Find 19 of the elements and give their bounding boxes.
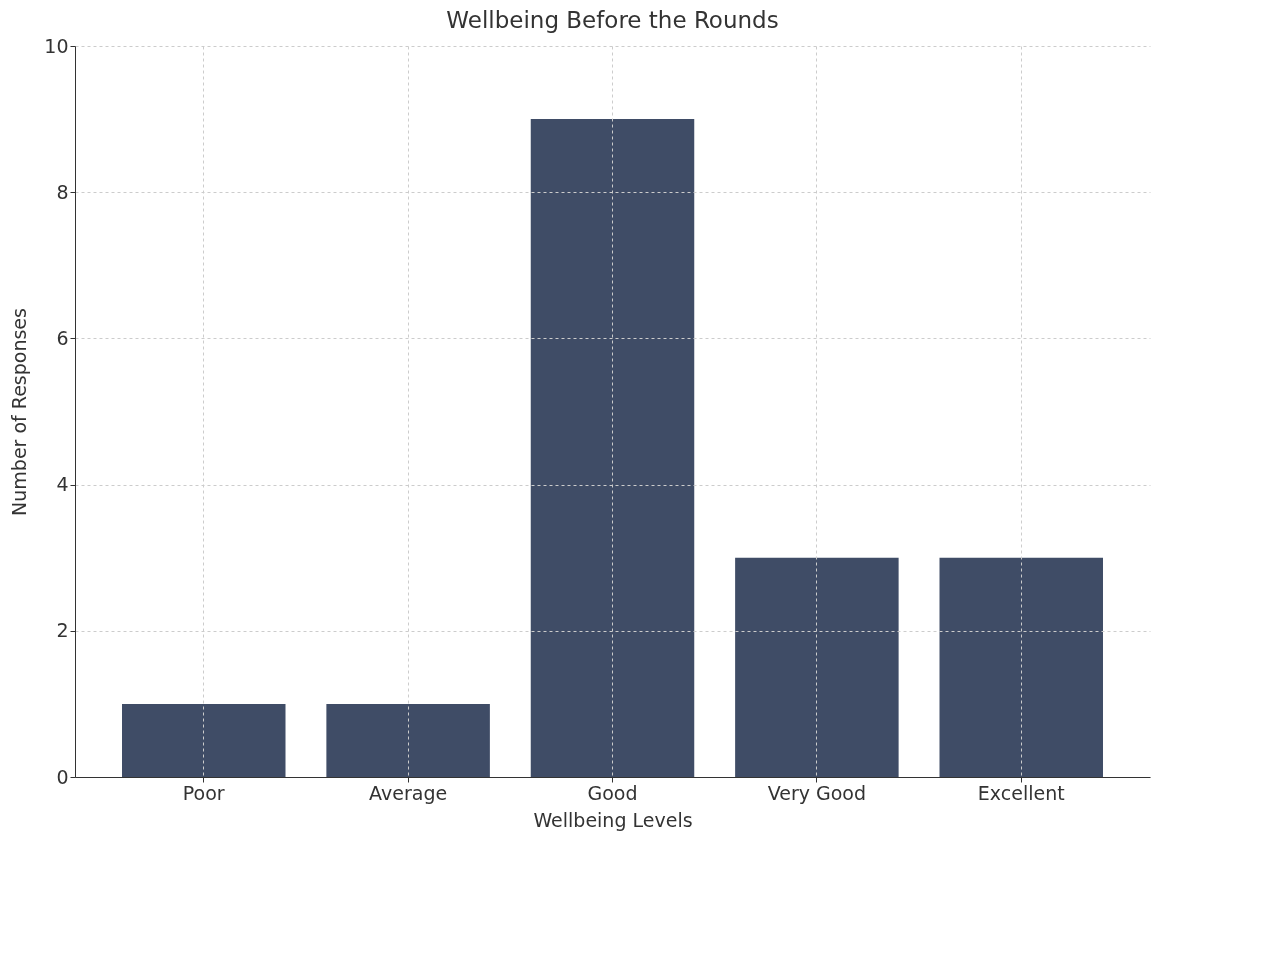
y-tick-label: 8 xyxy=(56,180,69,203)
x-axis-title: Wellbeing Levels xyxy=(533,808,693,831)
chart-title: Wellbeing Before the Rounds xyxy=(446,7,779,33)
y-tick-label: 6 xyxy=(56,326,69,349)
bar xyxy=(939,557,1103,777)
bar xyxy=(326,703,490,777)
bar xyxy=(530,119,695,777)
x-tick-label: Average xyxy=(369,781,448,804)
bar xyxy=(122,703,286,777)
x-tick-label: Poor xyxy=(182,781,225,804)
x-tick-label: Good xyxy=(587,781,638,804)
y-axis-title: Number of Responses xyxy=(8,308,31,516)
bar xyxy=(735,557,899,777)
y-tick-label: 4 xyxy=(56,473,69,496)
y-tick-label: 2 xyxy=(56,619,69,642)
x-tick-label: Excellent xyxy=(977,781,1065,804)
x-tick-label: Very Good xyxy=(767,781,867,804)
y-tick-label: 0 xyxy=(56,765,69,788)
y-tick-label: 10 xyxy=(44,34,69,57)
